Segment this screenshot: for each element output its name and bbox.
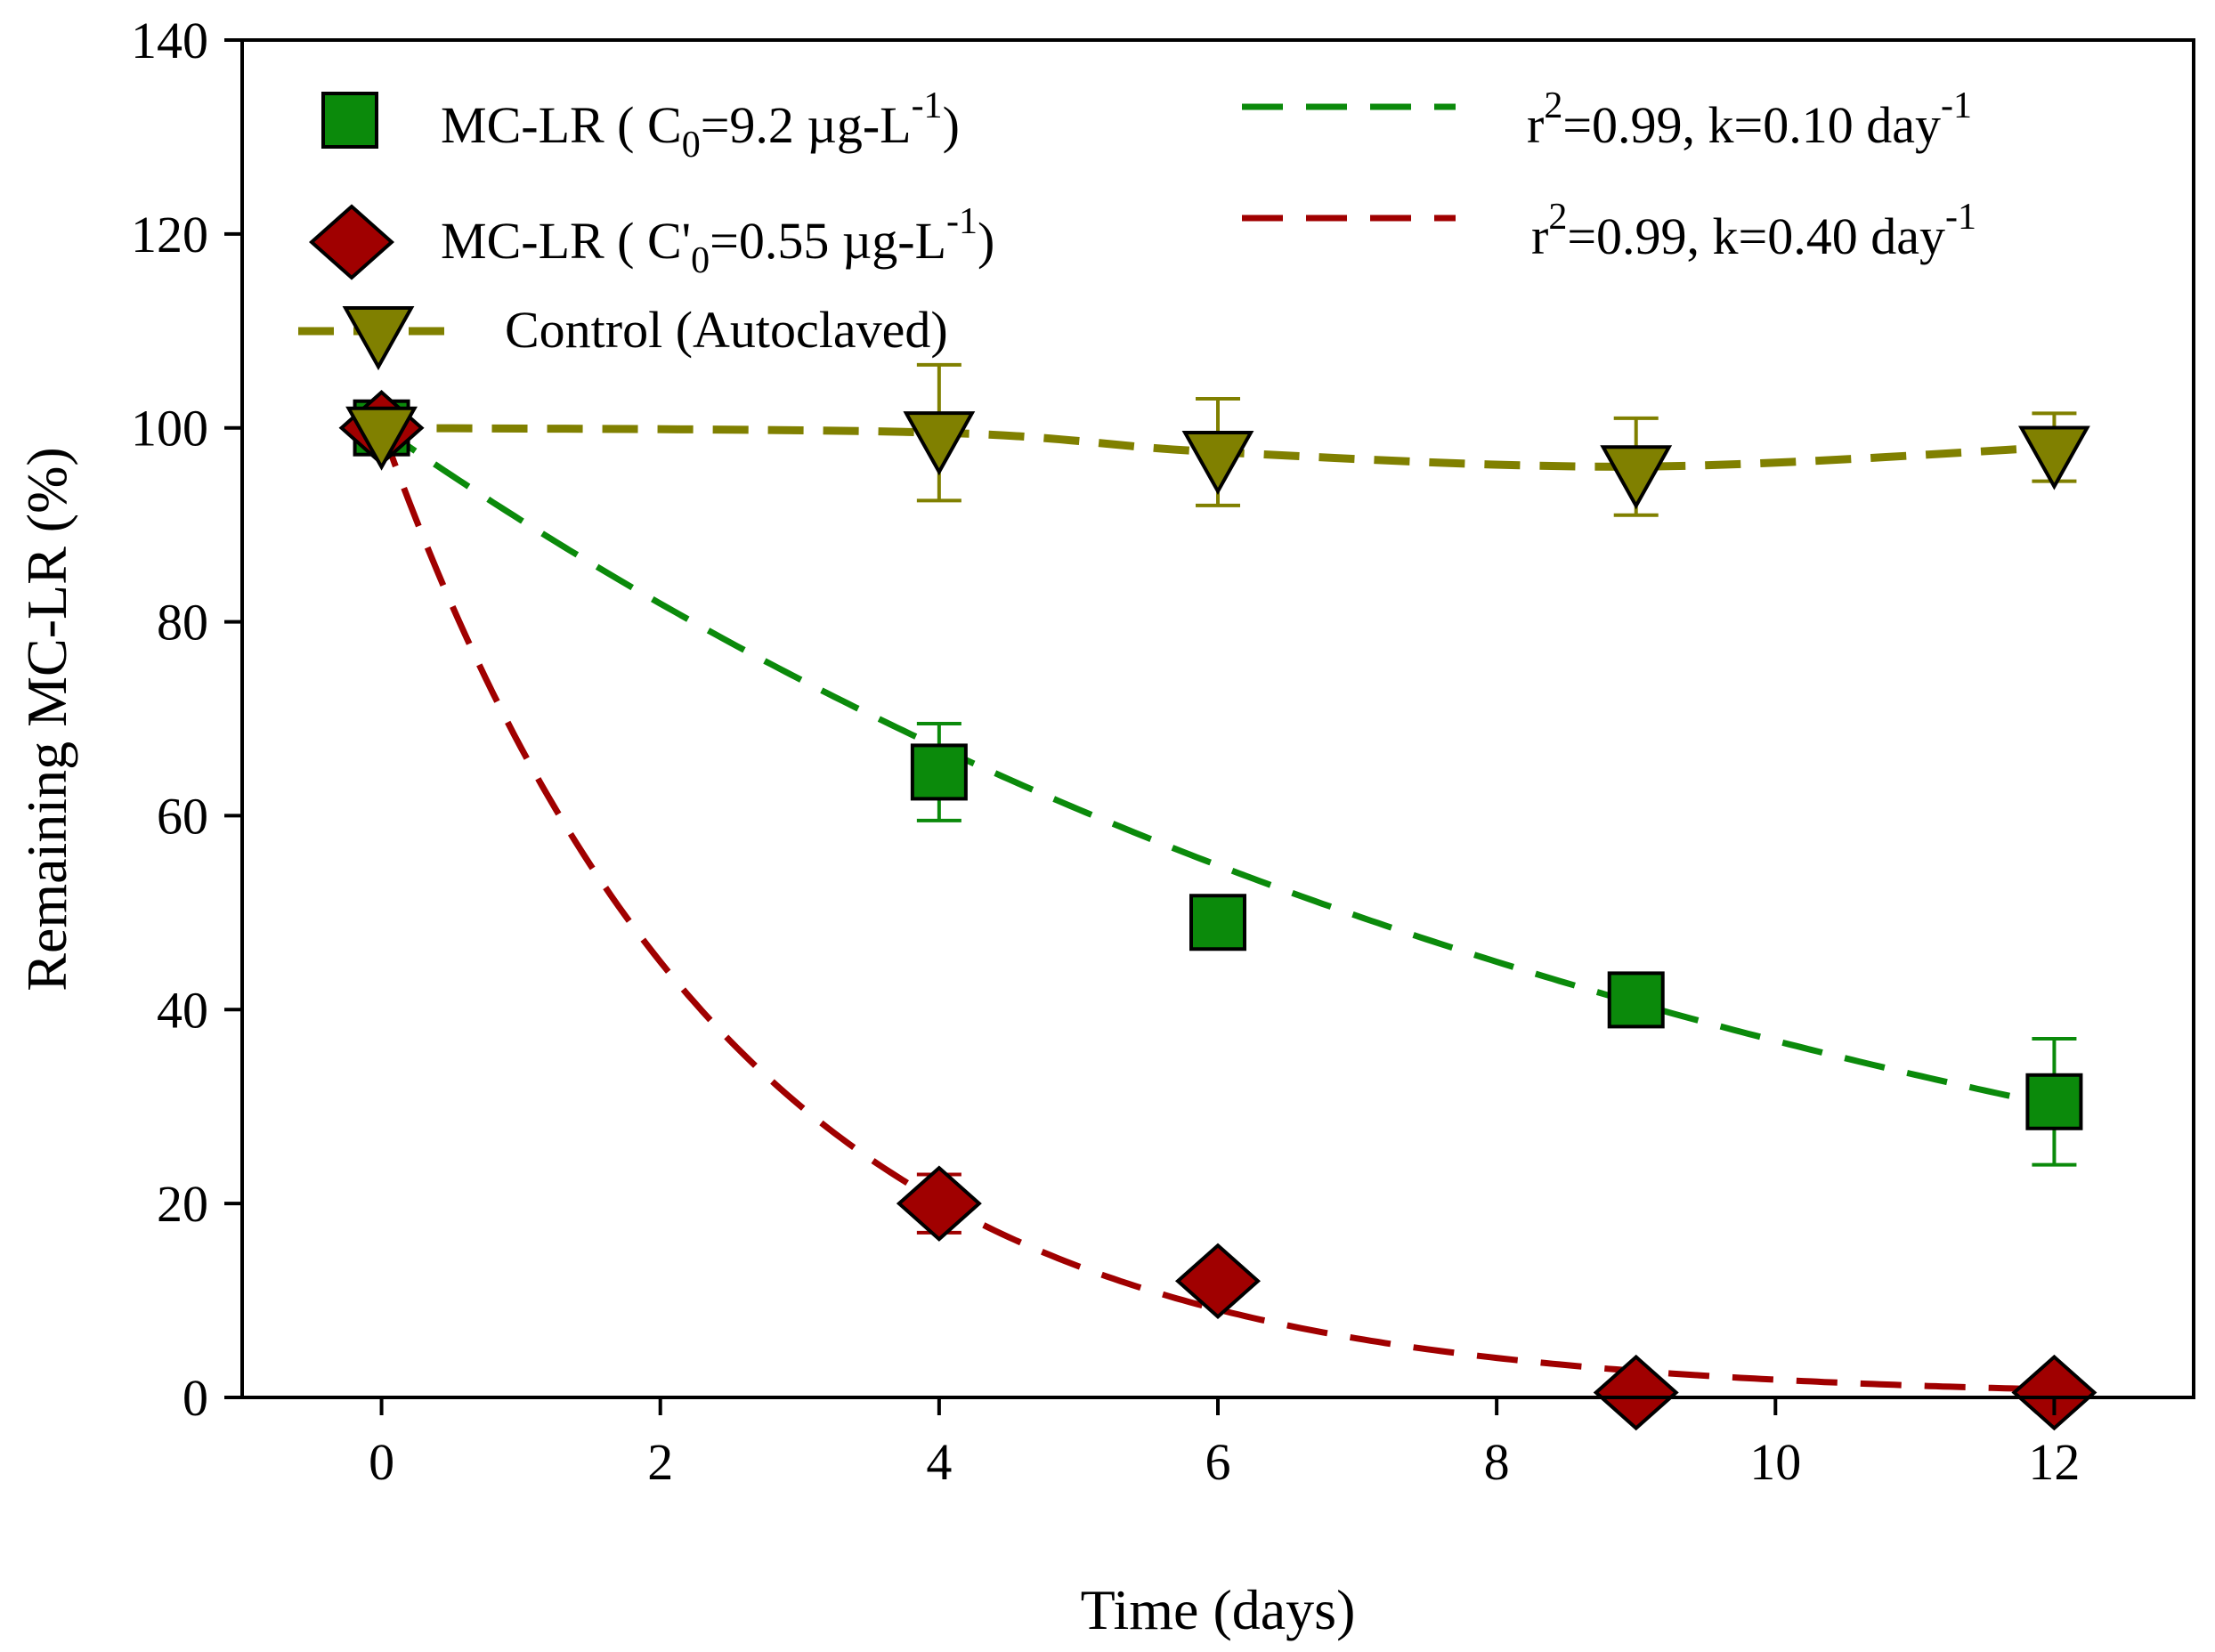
low-point (2011, 1354, 2097, 1431)
low-point (1593, 1354, 1679, 1431)
high-point (1189, 894, 1246, 952)
high-point (1607, 971, 1665, 1029)
legend-label-fit-high: r2=0.99, k=0.10 day-1 (1527, 85, 1972, 154)
x-tick-label: 8 (1484, 1433, 1510, 1491)
control-point (1600, 445, 1673, 510)
legend-marker-square (321, 92, 378, 149)
legend: MC-LR ( C0=9.2 µg-L-1) MC-LR ( C'0=0.55 … (298, 85, 1976, 371)
high-point (910, 743, 968, 801)
legend-label-low: MC-LR ( C'0=0.55 µg-L-1) (441, 201, 994, 281)
legend-label-high: MC-LR ( C0=9.2 µg-L-1) (441, 85, 960, 166)
low-point (1174, 1243, 1262, 1319)
y-tick-label: 80 (157, 594, 208, 652)
y-axis-title: Remaining MC-LR (%) (15, 447, 78, 991)
fit-low-curve (378, 426, 2055, 1393)
y-tick-label: 20 (157, 1175, 208, 1233)
y-tick-label: 120 (131, 206, 208, 263)
x-tick-label: 0 (369, 1433, 394, 1491)
y-tick-label: 100 (131, 400, 208, 458)
legend-label-control: Control (Autoclaved) (505, 301, 948, 359)
y-tick-label: 0 (183, 1369, 208, 1427)
x-tick-label: 12 (2028, 1433, 2080, 1491)
legend-marker-diamond (308, 204, 395, 280)
legend-marker-triangle (342, 306, 415, 371)
x-tick-label: 10 (1749, 1433, 1801, 1491)
x-axis-title: Time (days) (1081, 1578, 1356, 1641)
low-point (896, 1165, 982, 1242)
control-point (903, 411, 976, 476)
x-tick-label: 6 (1205, 1433, 1231, 1491)
y-tick-label: 60 (157, 787, 208, 845)
y-tick-label: 140 (131, 12, 208, 69)
high-point (2025, 1073, 2083, 1130)
control-point (1181, 430, 1254, 496)
control-point (345, 406, 418, 471)
plot-area (338, 362, 2097, 1431)
x-tick-label: 4 (926, 1433, 952, 1491)
legend-label-fit-low: r2=0.99, k=0.40 day-1 (1531, 197, 1976, 265)
y-tick-label: 40 (157, 981, 208, 1039)
fit-high-curve (379, 425, 2056, 1109)
x-tick-label: 2 (647, 1433, 673, 1491)
control-point (2018, 425, 2090, 490)
